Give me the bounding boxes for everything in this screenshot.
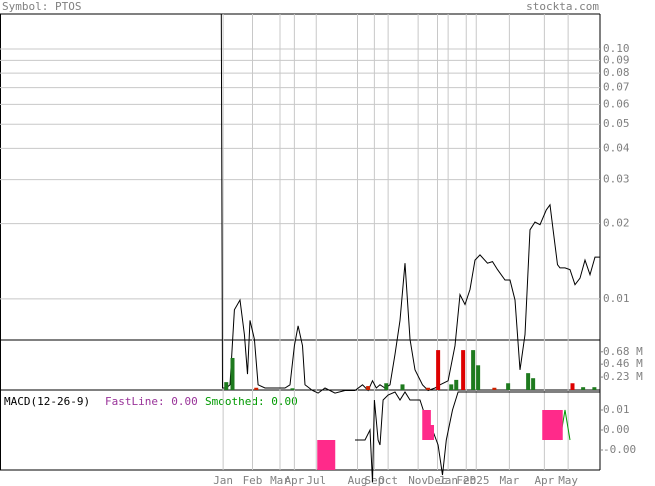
x-tick-label: Aug xyxy=(348,474,368,486)
x-tick-label: Dec xyxy=(428,474,448,486)
x-tick-label: Sep xyxy=(364,474,384,486)
x-tick-label: Feb xyxy=(243,474,263,486)
grid xyxy=(0,14,600,470)
y-tick-label: 0.10 xyxy=(603,42,630,55)
bar xyxy=(317,440,323,470)
x-tick-label: Mar xyxy=(270,474,290,486)
bar xyxy=(384,383,389,390)
y-tick-label: 0.04 xyxy=(603,141,630,154)
y-tick-label: 0.01 xyxy=(603,403,630,416)
y-tick-label: 0.07 xyxy=(603,81,630,94)
bar xyxy=(326,440,333,470)
bar xyxy=(592,387,597,390)
x-tick-label: Jan xyxy=(213,474,233,486)
bar xyxy=(542,410,548,440)
bar xyxy=(400,384,405,390)
bar xyxy=(548,410,554,440)
y-tick-label: 0.23 M xyxy=(603,370,643,383)
bar xyxy=(531,378,536,390)
bar xyxy=(320,440,326,470)
x-tick-label: Nov xyxy=(408,474,428,486)
line-series xyxy=(355,391,600,483)
bar xyxy=(506,383,511,390)
x-tick-label: Mar xyxy=(499,474,519,486)
line-series xyxy=(220,13,600,394)
legend-entry: FastLine: 0.00 xyxy=(105,395,198,408)
bar xyxy=(526,373,531,390)
bar xyxy=(254,387,259,390)
bar xyxy=(476,365,481,390)
x-tick-label: Apr xyxy=(534,474,554,486)
bar xyxy=(428,425,434,440)
y-tick-label: 0.08 xyxy=(603,66,630,79)
bar xyxy=(449,384,454,390)
symbol-label: Symbol: PTOS xyxy=(2,0,81,13)
bar xyxy=(492,387,497,390)
bar xyxy=(545,410,551,440)
x-tick-label: Oct xyxy=(378,474,398,486)
site-label: stockta.com xyxy=(526,0,599,13)
bar xyxy=(290,388,295,390)
x-tick-label: Feb xyxy=(456,474,476,486)
bar xyxy=(581,387,586,390)
bar xyxy=(436,350,441,390)
y-tick-label: 0.46 M xyxy=(603,357,643,370)
bar xyxy=(570,383,575,390)
bar xyxy=(454,379,459,390)
bar xyxy=(426,387,431,390)
bar xyxy=(224,382,229,390)
bar xyxy=(471,350,476,390)
y-tick-label: 0.02 xyxy=(603,217,630,230)
x-tick-label: Jan xyxy=(438,474,458,486)
x-tick-label: 2025 xyxy=(463,474,490,486)
macd-title: MACD(12-26-9) xyxy=(4,395,90,408)
y-tick-label: 0.05 xyxy=(603,117,630,130)
y-tick-label: 0.03 xyxy=(603,173,630,186)
bar xyxy=(366,386,371,390)
y-tick-label: 0.00 xyxy=(603,423,630,436)
bar xyxy=(461,350,466,390)
bar xyxy=(425,410,431,440)
x-tick-label: May xyxy=(558,474,578,486)
y-tick-label: 0.09 xyxy=(603,53,630,66)
y-tick-label: -0.00 xyxy=(603,443,636,456)
x-tick-label: Apr xyxy=(284,474,304,486)
bar xyxy=(329,440,336,470)
legend-entry: Smoothed: 0.00 xyxy=(205,395,298,408)
x-tick-label: Jul xyxy=(306,474,326,486)
y-tick-label: 0.68 M xyxy=(603,345,643,358)
bar xyxy=(323,440,329,470)
bar xyxy=(230,357,235,390)
y-tick-label: 0.06 xyxy=(603,97,630,110)
bar xyxy=(422,410,428,440)
y-tick-label: 0.01 xyxy=(603,292,630,305)
bar xyxy=(557,410,563,440)
